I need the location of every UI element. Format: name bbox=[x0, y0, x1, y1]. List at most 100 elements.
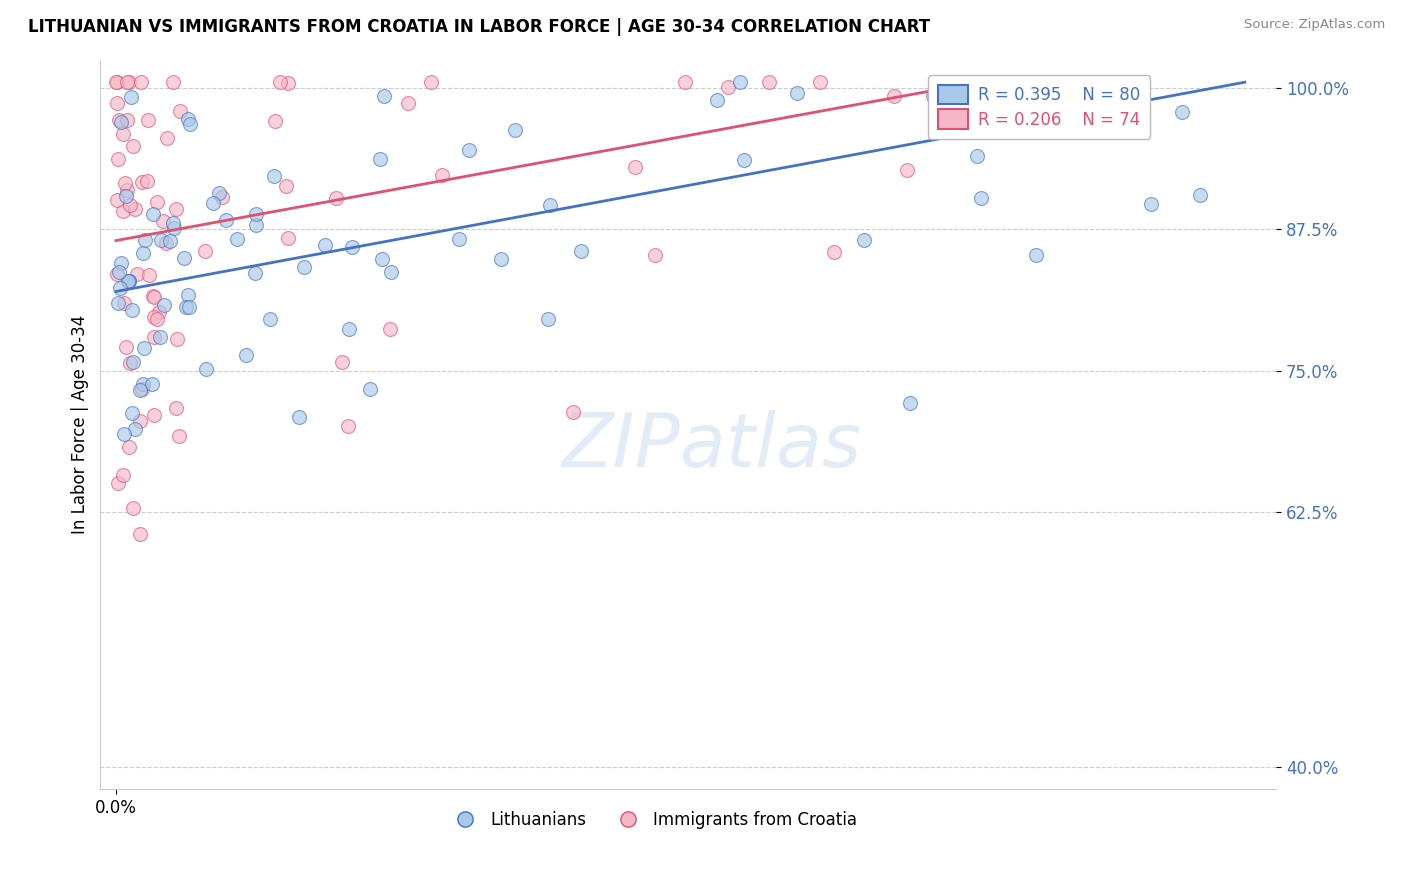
Point bbox=[373, 88, 395, 103]
Text: Source: ZipAtlas.com: Source: ZipAtlas.com bbox=[1244, 18, 1385, 31]
Point bbox=[132, 376, 155, 391]
Point bbox=[786, 87, 808, 101]
Point bbox=[110, 115, 132, 129]
Point bbox=[491, 252, 513, 266]
Point bbox=[162, 75, 184, 89]
Point bbox=[1094, 88, 1116, 103]
Point bbox=[264, 114, 287, 128]
Point bbox=[142, 329, 165, 343]
Point bbox=[107, 265, 129, 279]
Point bbox=[110, 256, 132, 270]
Point bbox=[105, 193, 128, 207]
Point bbox=[155, 235, 177, 250]
Point bbox=[644, 247, 666, 261]
Point bbox=[131, 382, 153, 396]
Point bbox=[292, 260, 315, 275]
Point bbox=[124, 422, 146, 436]
Point bbox=[1122, 75, 1144, 89]
Point bbox=[111, 203, 134, 218]
Point bbox=[245, 266, 267, 280]
Point bbox=[167, 428, 190, 442]
Point bbox=[149, 330, 172, 344]
Point bbox=[114, 296, 136, 310]
Point bbox=[277, 76, 299, 90]
Point bbox=[179, 117, 201, 131]
Point bbox=[201, 196, 224, 211]
Point bbox=[128, 383, 150, 397]
Point bbox=[108, 280, 131, 294]
Point bbox=[808, 75, 831, 89]
Point bbox=[105, 75, 128, 89]
Point bbox=[259, 311, 281, 326]
Point bbox=[131, 75, 153, 89]
Point bbox=[146, 195, 169, 210]
Point bbox=[269, 75, 291, 89]
Point bbox=[115, 183, 138, 197]
Point bbox=[118, 274, 141, 288]
Point bbox=[432, 168, 454, 182]
Point bbox=[359, 382, 381, 396]
Point bbox=[997, 75, 1019, 89]
Point bbox=[120, 90, 142, 104]
Point bbox=[1025, 248, 1047, 262]
Point bbox=[141, 376, 163, 391]
Point bbox=[169, 104, 191, 119]
Point bbox=[263, 169, 285, 184]
Point bbox=[624, 160, 647, 174]
Point bbox=[277, 230, 299, 244]
Point bbox=[706, 93, 728, 107]
Point bbox=[134, 342, 156, 356]
Point bbox=[142, 310, 165, 324]
Point bbox=[118, 440, 141, 454]
Point bbox=[458, 143, 481, 157]
Point bbox=[1139, 197, 1161, 211]
Point bbox=[121, 303, 143, 318]
Point bbox=[1011, 75, 1033, 89]
Point bbox=[449, 232, 471, 246]
Point bbox=[370, 252, 392, 267]
Point bbox=[112, 127, 135, 141]
Point bbox=[105, 267, 128, 281]
Point bbox=[569, 244, 592, 259]
Point bbox=[717, 79, 740, 94]
Point bbox=[314, 237, 336, 252]
Point bbox=[538, 197, 561, 211]
Point bbox=[152, 214, 174, 228]
Point bbox=[122, 355, 145, 369]
Point bbox=[120, 356, 142, 370]
Point bbox=[125, 267, 148, 281]
Point bbox=[142, 207, 165, 221]
Point bbox=[142, 289, 165, 303]
Point bbox=[173, 251, 195, 265]
Point bbox=[142, 290, 165, 304]
Point bbox=[922, 89, 945, 103]
Point bbox=[122, 139, 145, 153]
Point bbox=[245, 218, 267, 232]
Point bbox=[124, 202, 146, 217]
Point bbox=[378, 322, 401, 336]
Point bbox=[142, 409, 165, 423]
Point bbox=[165, 401, 187, 415]
Point bbox=[340, 240, 363, 254]
Point bbox=[131, 175, 153, 189]
Point bbox=[896, 162, 918, 177]
Point bbox=[195, 362, 218, 376]
Point bbox=[105, 75, 128, 89]
Point bbox=[325, 191, 347, 205]
Point bbox=[537, 311, 560, 326]
Legend: Lithuanians, Immigrants from Croatia: Lithuanians, Immigrants from Croatia bbox=[441, 805, 863, 836]
Point bbox=[332, 355, 354, 369]
Point bbox=[132, 246, 155, 260]
Point bbox=[135, 174, 157, 188]
Point bbox=[108, 112, 131, 127]
Point bbox=[853, 233, 876, 247]
Point bbox=[115, 113, 138, 128]
Text: ZIPatlas: ZIPatlas bbox=[561, 410, 862, 483]
Point bbox=[112, 427, 135, 442]
Point bbox=[165, 202, 187, 217]
Point bbox=[136, 113, 159, 128]
Point bbox=[1171, 104, 1194, 119]
Point bbox=[148, 305, 170, 319]
Point bbox=[107, 296, 129, 310]
Point bbox=[728, 75, 751, 89]
